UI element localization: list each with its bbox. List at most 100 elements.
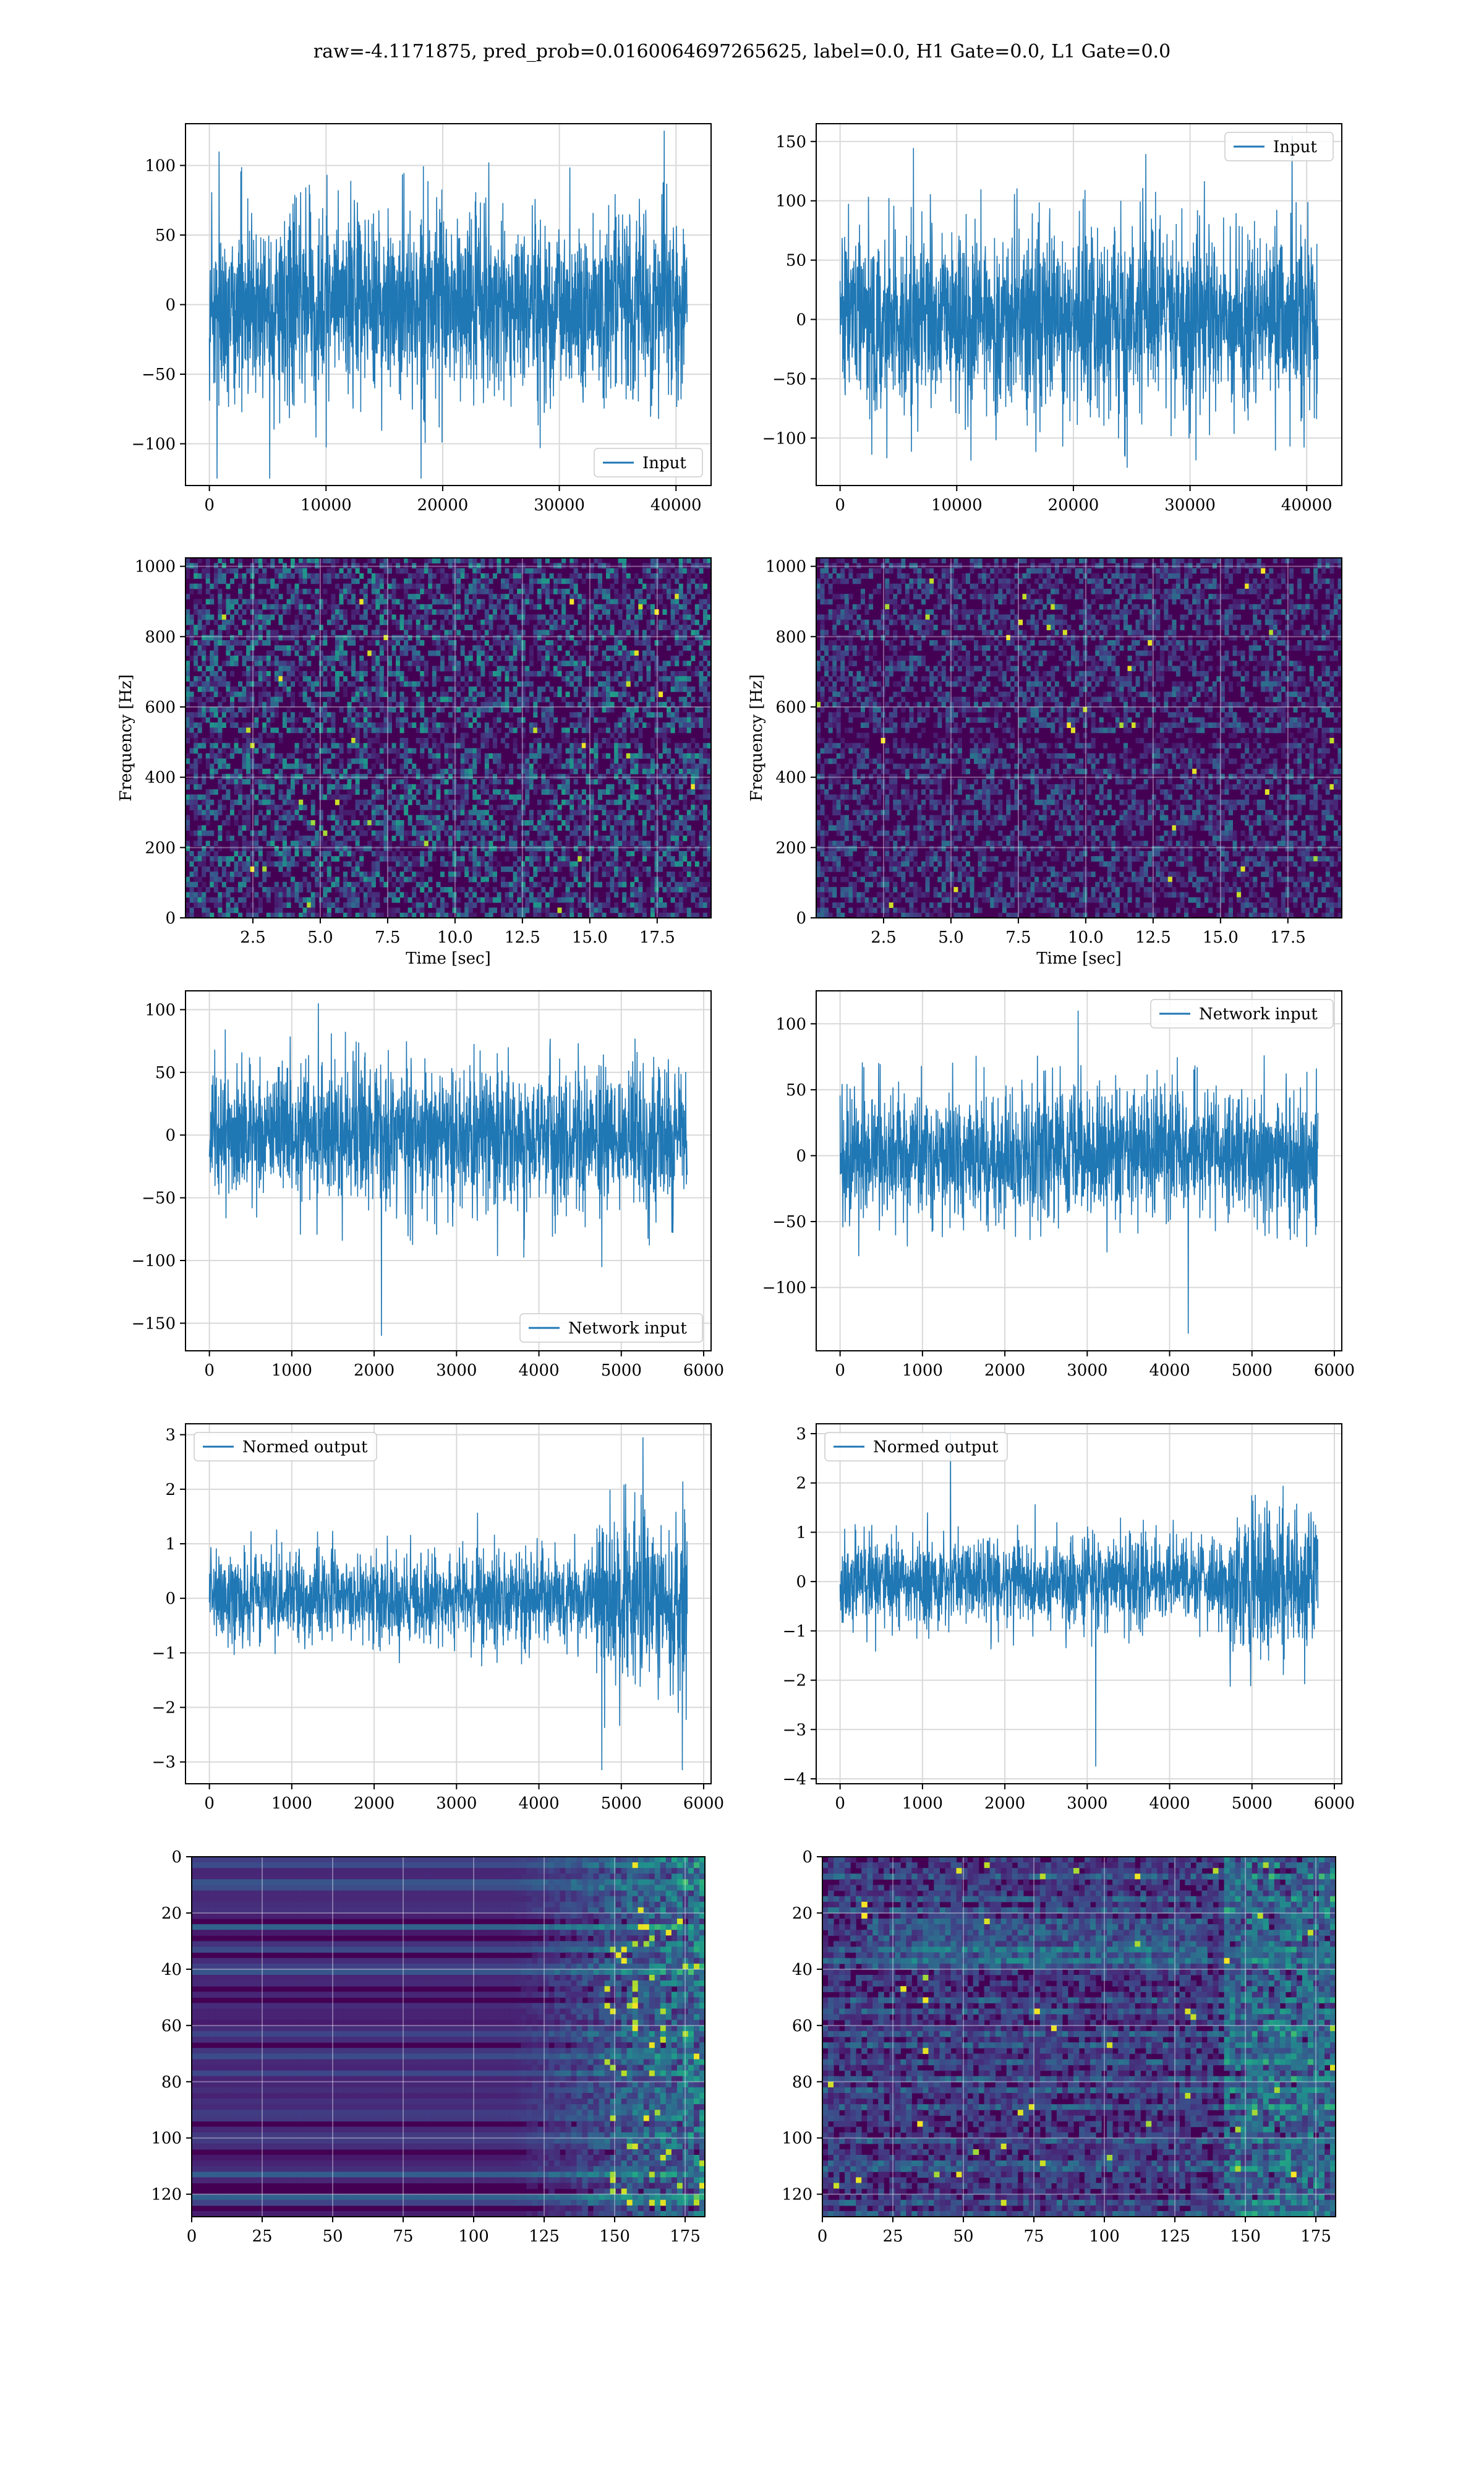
heatmap-cell: [238, 707, 243, 713]
heatmap-cell: [291, 645, 296, 651]
heatmap-cell: [197, 758, 202, 764]
heatmap-cell: [202, 810, 207, 816]
heatmap-cell: [630, 794, 635, 800]
heatmap-cell: [573, 568, 578, 574]
heatmap-cell: [318, 881, 323, 888]
heatmap-cell: [675, 748, 680, 754]
heatmap-cell: [436, 784, 441, 790]
heatmap-cell: [194, 768, 198, 774]
heatmap-cell: [424, 892, 429, 898]
heatmap-cell: [331, 609, 336, 615]
heatmap-cell: [339, 850, 344, 857]
heatmap-cell: [638, 799, 643, 805]
heatmap-cell: [537, 670, 542, 677]
heatmap-cell: [351, 650, 356, 656]
heatmap-cell: [683, 625, 688, 630]
heatmap-cell: [553, 836, 558, 841]
heatmap-cell: [553, 881, 558, 888]
heatmap-cell: [416, 815, 420, 821]
heatmap-cell: [367, 568, 372, 574]
heatmap-cell: [654, 841, 659, 847]
heatmap-cell: [513, 707, 518, 713]
heatmap-cell: [509, 661, 514, 667]
heatmap-cell: [282, 650, 287, 656]
heatmap-cell: [634, 625, 639, 630]
heatmap-cell: [270, 563, 275, 569]
heatmap-cell: [404, 876, 409, 883]
heatmap-cell: [594, 743, 599, 749]
heatmap-cell: [545, 712, 550, 718]
heatmap-cell: [654, 717, 659, 723]
heatmap-cell: [480, 563, 485, 569]
heatmap-cell: [205, 588, 210, 594]
heatmap-cell: [286, 717, 291, 723]
heatmap-cell: [351, 696, 356, 703]
heatmap-cell: [702, 743, 707, 749]
heatmap-cell: [234, 845, 239, 852]
heatmap-cell: [646, 784, 651, 790]
heatmap-cell: [561, 604, 566, 610]
heatmap-cell: [379, 850, 384, 857]
heatmap-cell: [355, 676, 360, 682]
heatmap-cell: [355, 743, 360, 749]
heatmap-cell: [186, 594, 190, 600]
heatmap-cell: [404, 805, 409, 810]
heatmap-cell: [488, 805, 493, 810]
heatmap-cell: [416, 640, 420, 646]
heatmap-cell: [561, 717, 566, 723]
heatmap-cell: [509, 625, 514, 630]
heatmap-cell: [186, 568, 190, 574]
heatmap-cell: [387, 594, 392, 600]
heatmap-cell: [367, 799, 372, 805]
heatmap-cell: [331, 676, 336, 682]
heatmap-cell: [622, 599, 627, 605]
heatmap-cell: [634, 701, 639, 708]
heatmap-cell: [432, 722, 437, 728]
heatmap-cell: [561, 676, 566, 682]
heatmap-cell: [399, 850, 404, 857]
heatmap-cell: [234, 573, 239, 579]
heatmap-cell: [404, 563, 409, 569]
heatmap-cell: [460, 686, 465, 692]
heatmap-cell: [501, 738, 506, 743]
heatmap-cell: [578, 717, 582, 723]
heatmap-cell: [549, 845, 554, 852]
heatmap-cell: [416, 614, 420, 620]
heatmap-cell: [497, 614, 501, 620]
heatmap-cell: [565, 758, 570, 764]
heatmap-cell: [189, 871, 194, 878]
heatmap-cell: [699, 830, 704, 836]
heatmap-cell: [210, 727, 215, 734]
heatmap-cell: [464, 701, 469, 708]
heatmap-cell: [234, 871, 239, 878]
heatmap-cell: [367, 650, 372, 656]
heatmap-cell: [545, 661, 550, 667]
heatmap-cell: [371, 686, 376, 692]
heatmap-cell: [367, 738, 372, 743]
heatmap-cell: [278, 897, 283, 903]
heatmap-cell: [242, 722, 247, 728]
heatmap-cell: [387, 799, 392, 805]
heatmap-cell: [610, 825, 615, 831]
heatmap-cell: [379, 573, 384, 579]
heatmap-cell: [294, 861, 299, 867]
heatmap-cell: [452, 856, 457, 862]
heatmap-cell: [294, 810, 299, 816]
heatmap-cell: [210, 712, 215, 718]
heatmap-cell: [533, 871, 538, 878]
heatmap-cell: [355, 712, 360, 718]
heatmap-cell: [291, 722, 296, 728]
heatmap-cell: [667, 563, 672, 569]
y-tick-label: 0: [165, 296, 176, 315]
heatmap-cell: [634, 717, 639, 723]
heatmap-cell: [573, 594, 578, 600]
heatmap-cell: [294, 619, 299, 625]
heatmap-cell: [602, 850, 607, 857]
heatmap-cell: [581, 599, 586, 605]
heatmap-cell: [614, 743, 619, 749]
legend-box: [594, 448, 703, 477]
heatmap-cell: [468, 856, 473, 862]
heatmap-cell: [396, 861, 401, 867]
heatmap-cell: [513, 841, 518, 847]
heatmap-cell: [359, 635, 364, 641]
